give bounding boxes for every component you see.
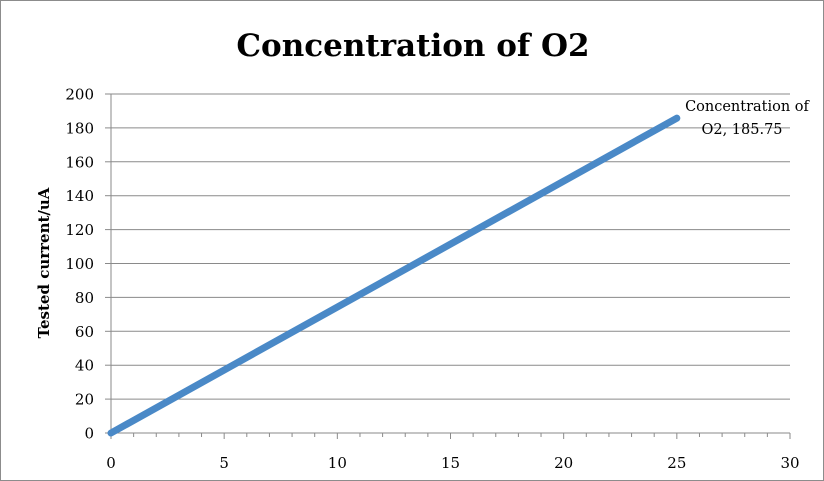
series-line (107, 114, 681, 437)
y-tick-label: 20 (75, 391, 94, 409)
x-tick-label: 5 (219, 454, 229, 472)
x-tick-label: 10 (328, 454, 347, 472)
series-point (108, 430, 114, 436)
series-point (673, 115, 680, 122)
x-tick-labels: 0 5 10 15 20 25 30 (106, 454, 799, 472)
y-tick-label: 200 (65, 86, 94, 104)
y-tick-label: 120 (65, 221, 94, 239)
y-tick-label: 100 (65, 255, 94, 273)
y-tick-label: 180 (65, 119, 94, 137)
y-tick-label: 140 (65, 187, 94, 205)
chart-title: Concentration of O2 (236, 28, 589, 64)
x-tick-label: 15 (441, 454, 460, 472)
gridlines (111, 93, 790, 400)
data-label-line-1: Concentration of (685, 99, 810, 115)
series-group (107, 114, 681, 437)
data-label-line-2: O2, 185.75 (701, 122, 782, 138)
x-tick-label: 20 (554, 454, 573, 472)
y-tick-labels: 0 20 40 60 80 100 120 140 160 180 200 (65, 86, 94, 443)
y-tick-label: 80 (75, 289, 94, 307)
y-tick-label: 0 (84, 425, 94, 443)
x-tick-label: 0 (106, 454, 116, 472)
axes (105, 93, 791, 439)
y-axis-label: Tested current/uA (35, 187, 53, 338)
y-tick-label: 40 (75, 357, 94, 375)
y-tick-label: 60 (75, 323, 94, 341)
x-tick-label: 25 (667, 454, 686, 472)
y-tick-label: 160 (65, 153, 94, 171)
x-tick-label: 30 (780, 454, 799, 472)
